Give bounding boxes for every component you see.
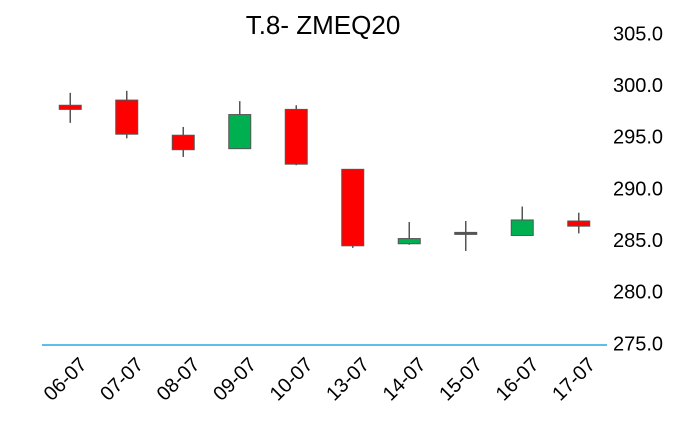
y-tick-label: 275.0 [613, 333, 663, 355]
x-tick-label: 07-07 [96, 354, 148, 406]
y-tick-label: 280.0 [613, 282, 663, 304]
x-tick-label: 13-07 [322, 354, 374, 406]
x-tick-label: 06-07 [40, 354, 92, 406]
candle-body [341, 168, 365, 247]
candle-body [171, 134, 195, 151]
candle-body [115, 99, 139, 135]
x-tick-label: 09-07 [209, 354, 261, 406]
x-tick-label: 10-07 [266, 354, 318, 406]
candle-body [58, 104, 82, 110]
y-tick-label: 300.0 [613, 75, 663, 97]
candle-body [510, 219, 534, 236]
y-tick-label: 305.0 [613, 23, 663, 45]
candle-body [397, 238, 421, 245]
x-tick-label: 17-07 [548, 354, 600, 406]
candle-body [228, 114, 252, 150]
y-tick-label: 295.0 [613, 127, 663, 149]
y-tick-label: 285.0 [613, 230, 663, 252]
x-tick-label: 15-07 [435, 354, 487, 406]
candle-body [567, 220, 591, 227]
y-tick-label: 290.0 [613, 178, 663, 200]
x-tick-label: 14-07 [379, 354, 431, 406]
candle-body [284, 108, 308, 165]
candle-body [454, 231, 478, 235]
x-tick-label: 08-07 [153, 354, 205, 406]
x-tick-label: 16-07 [492, 354, 544, 406]
chart-title: T.8- ZMEQ20 [246, 10, 401, 40]
